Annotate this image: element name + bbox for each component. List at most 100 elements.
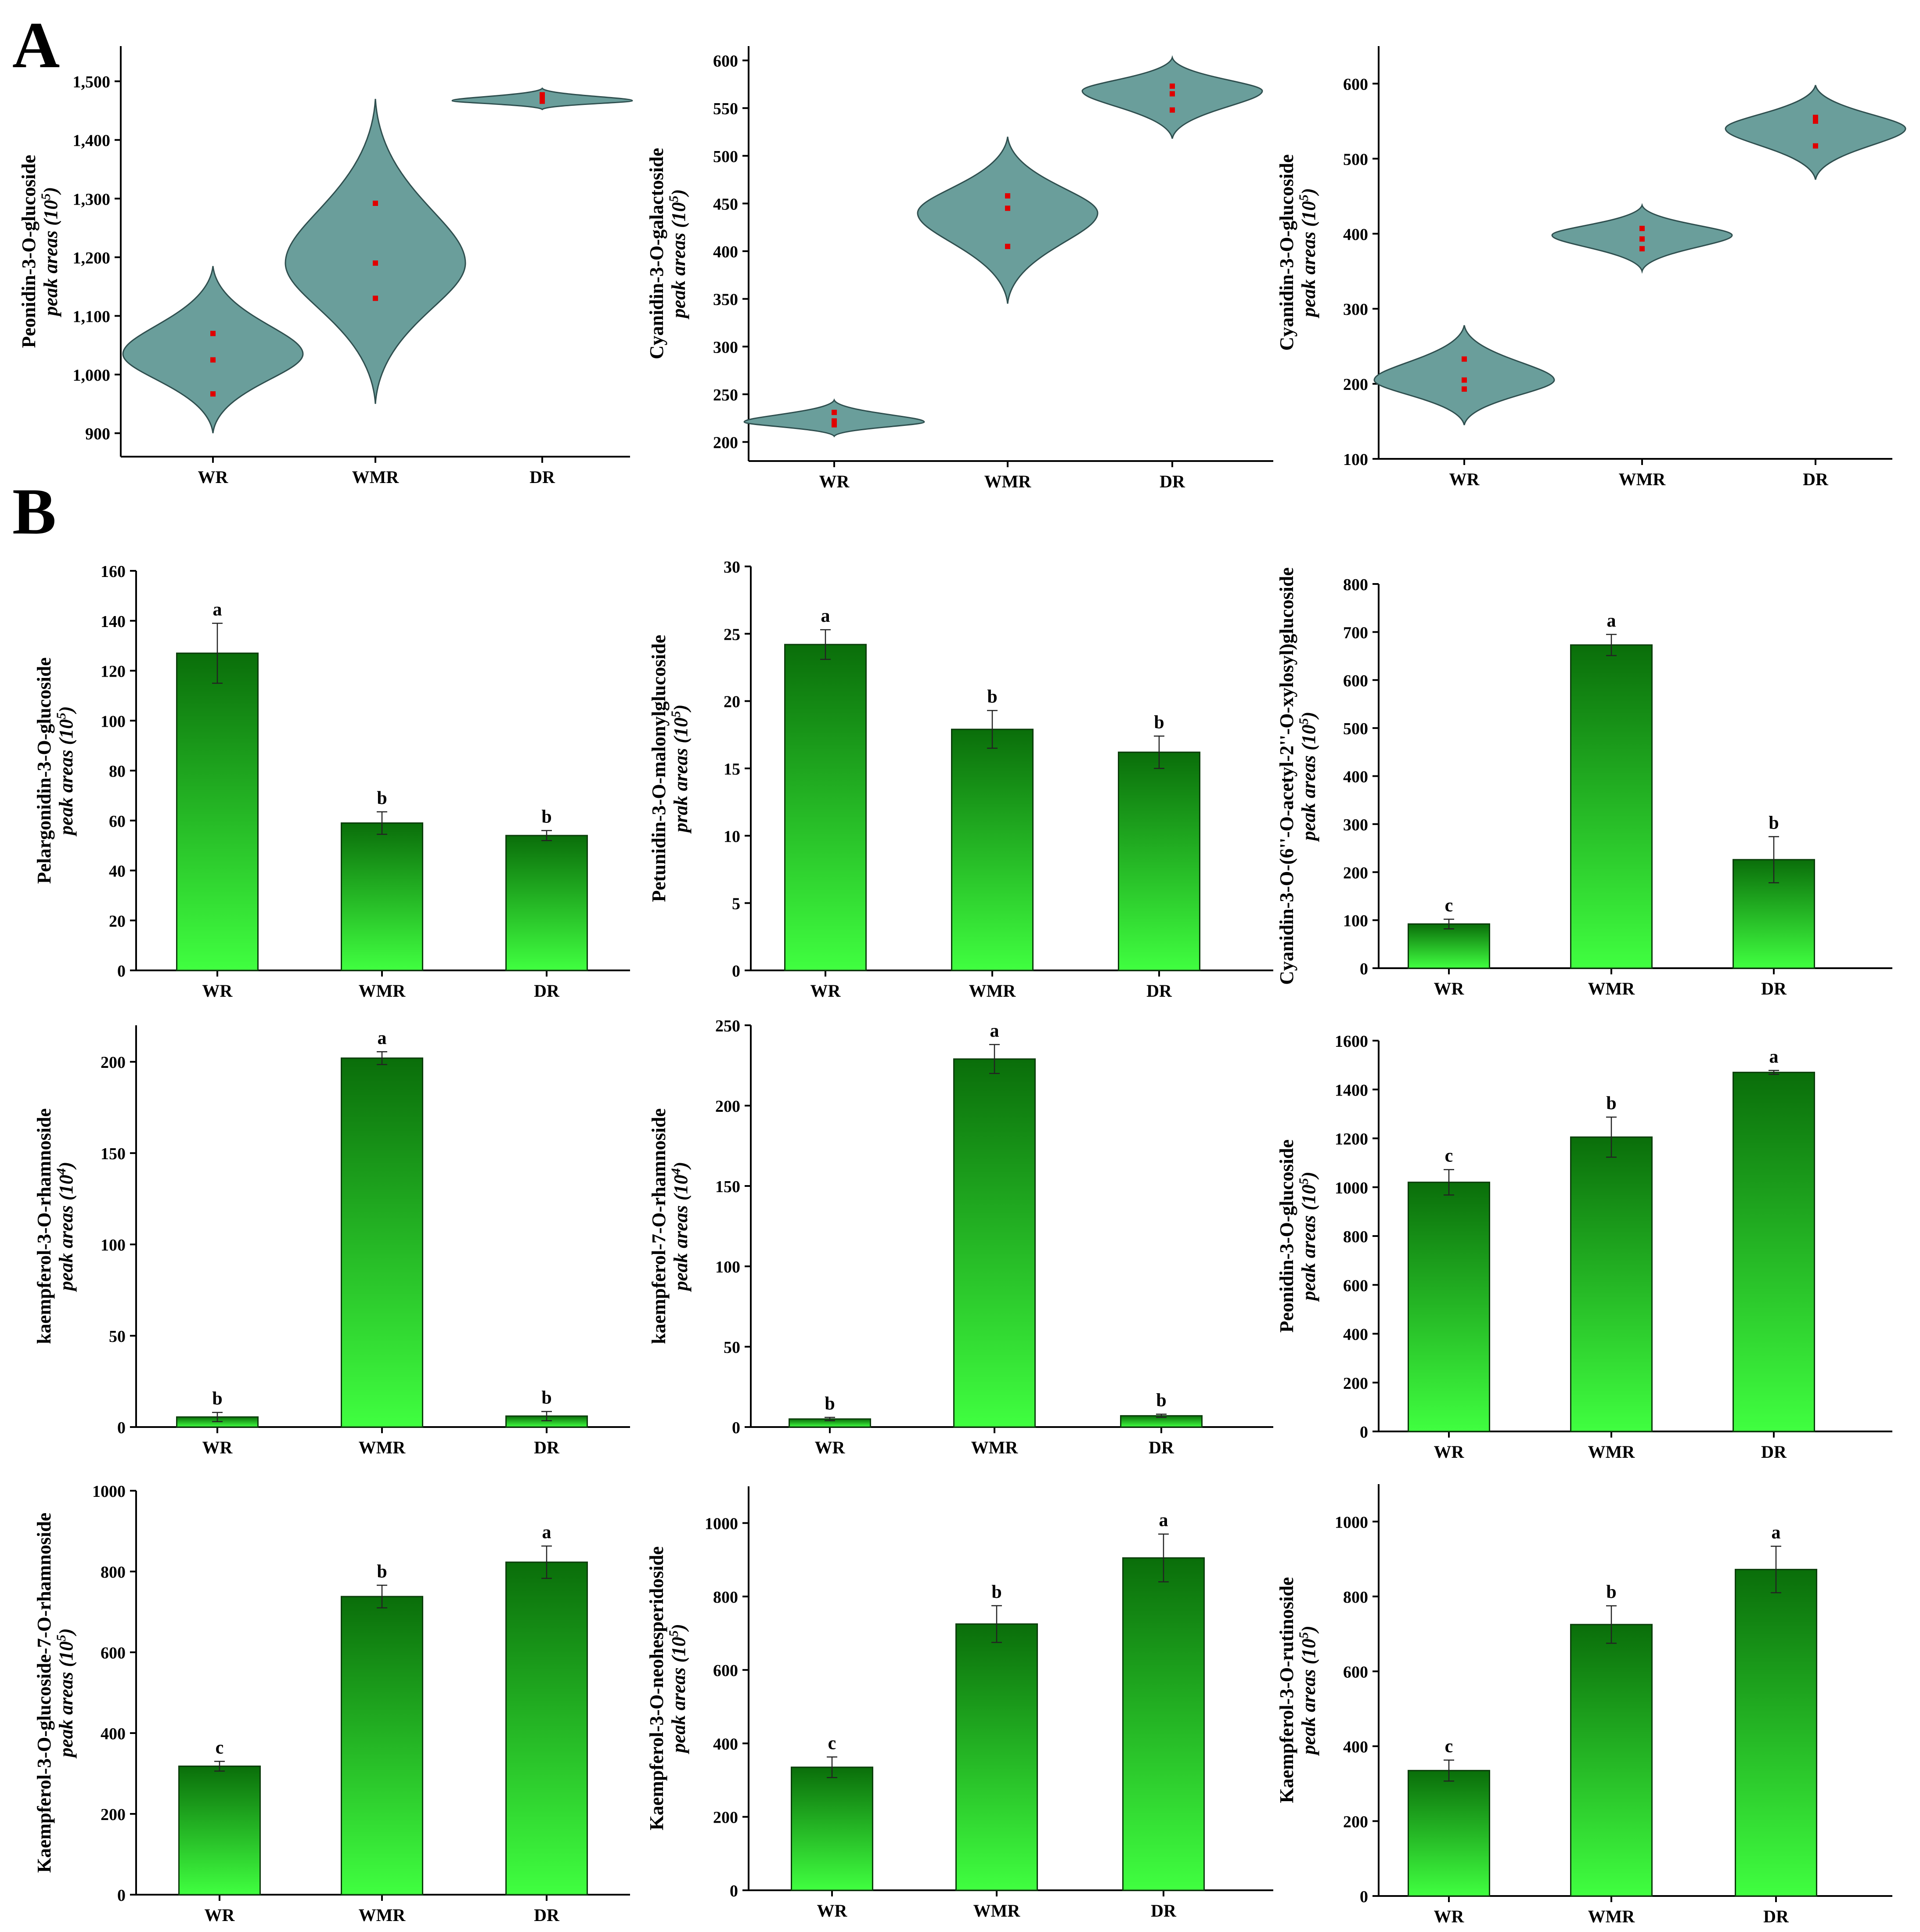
x-tick-label: WR — [1449, 469, 1480, 489]
y-tick-label: 100 — [101, 1236, 126, 1254]
significance-letter: b — [825, 1394, 835, 1414]
y-axis-unit: peak areas (10 — [670, 1175, 692, 1292]
y-axis-subtitle: peak areas (104) — [669, 1162, 692, 1293]
x-tick-label: DR — [1803, 469, 1829, 489]
y-tick-label: 100 — [1343, 912, 1368, 930]
x-tick-label: WR — [205, 1905, 235, 1925]
data-point — [1170, 107, 1175, 113]
y-tick-label: 15 — [724, 760, 740, 779]
y-axis-paren: ) — [668, 189, 689, 198]
bar-WMR — [341, 1057, 423, 1428]
y-axis-exponent: 5 — [39, 193, 53, 200]
chart-2: 200 250 300 350 400 450 500 550 600 WR WMR DR Cyanid… — [646, 46, 1273, 491]
y-axis-unit: peak areas (10 — [40, 200, 61, 317]
y-tick-label: 1,300 — [73, 190, 111, 209]
chart-11: 0 200 400 600 800 1000 WR WMR DR Kaempferol-3-O-n… — [646, 1486, 1273, 1921]
y-tick-label: 600 — [713, 52, 738, 71]
y-tick-label: 25 — [724, 625, 740, 644]
significance-letter: a — [821, 606, 830, 626]
y-tick-label: 1,000 — [73, 366, 111, 385]
y-axis-title: Kaempferol-3-O-neohesperidoside — [646, 1546, 667, 1831]
data-point — [373, 200, 378, 206]
x-tick-label: DR — [1151, 1901, 1177, 1921]
y-tick-label: 100 — [101, 712, 126, 731]
y-axis-subtitle: peak areas (105) — [54, 706, 77, 837]
data-point — [210, 391, 216, 397]
x-tick-label: DR — [1149, 1438, 1174, 1457]
y-axis-exponent: 5 — [1297, 195, 1311, 201]
x-tick-label: WR — [198, 467, 229, 487]
y-axis-title: Cyanidin-3-O-galactoside — [646, 148, 667, 360]
y-axis-unit: peak areas (10 — [55, 1641, 77, 1759]
x-tick-label: DR — [534, 1905, 560, 1925]
y-tick-label: 600 — [1343, 75, 1368, 94]
significance-letter: b — [991, 1582, 1001, 1602]
violin-WR — [1373, 325, 1555, 425]
y-axis-title: Petunidin-3-O-malonylglucoside — [648, 635, 670, 902]
x-tick-label: DR — [534, 1438, 560, 1457]
y-tick-label: 1200 — [1335, 1130, 1368, 1149]
y-tick-label: 0 — [117, 1886, 126, 1905]
y-tick-label: 500 — [1343, 150, 1368, 169]
bar-WMR — [1570, 1136, 1653, 1432]
x-tick-label: WMR — [1619, 469, 1666, 489]
y-tick-label: 800 — [1343, 1228, 1368, 1246]
bar-DR — [1733, 1071, 1815, 1432]
y-axis-subtitle: peak areas (104) — [54, 1162, 77, 1293]
data-point — [373, 260, 378, 266]
y-tick-label: 0 — [1360, 960, 1368, 978]
y-tick-label: 200 — [713, 434, 738, 452]
chart-4: 0 20 40 60 80 100 120 140 160 WR WMR DR Pelargonidin… — [33, 562, 630, 1001]
y-axis-unit: peak areas (10 — [668, 202, 689, 320]
bar-WMR — [341, 822, 423, 971]
x-tick-label: WMR — [359, 981, 406, 1001]
x-tick-label: WMR — [1588, 979, 1635, 998]
bar-WR — [178, 1765, 261, 1896]
chart-12: 0 200 400 600 800 1000 WR WMR DR Kaempferol-3-O-r… — [1276, 1484, 1892, 1926]
data-point — [1462, 386, 1467, 392]
data-point — [832, 422, 837, 428]
data-point — [1005, 205, 1010, 211]
bar-WR — [1408, 1182, 1490, 1432]
y-axis-paren: ) — [1298, 1171, 1319, 1180]
data-point — [1639, 226, 1645, 231]
y-axis-paren: ) — [1298, 188, 1319, 196]
y-axis-paren: ) — [55, 706, 77, 714]
significance-letter: a — [542, 1522, 551, 1543]
x-tick-label: WMR — [352, 467, 400, 487]
y-tick-label: 10 — [724, 827, 740, 846]
y-tick-label: 400 — [1343, 225, 1368, 244]
significance-letter: b — [1606, 1582, 1616, 1602]
y-tick-label: 300 — [1343, 816, 1368, 834]
significance-letter: a — [213, 599, 222, 620]
y-axis-exponent: 5 — [669, 711, 683, 717]
y-tick-label: 1600 — [1335, 1032, 1368, 1051]
x-tick-label: DR — [1160, 472, 1185, 491]
y-tick-label: 800 — [1343, 1588, 1368, 1607]
bar-WMR — [951, 728, 1034, 971]
bar-WMR — [1570, 1624, 1653, 1897]
significance-letter: b — [377, 1561, 387, 1582]
data-point — [1005, 244, 1010, 249]
y-tick-label: 1,200 — [73, 249, 111, 267]
panel-label-b: B — [12, 475, 57, 548]
y-tick-label: 0 — [732, 962, 740, 980]
significance-letter: a — [1159, 1510, 1168, 1531]
bar-WMR — [1570, 644, 1653, 969]
x-tick-label: WMR — [971, 1438, 1019, 1457]
significance-letter: b — [377, 788, 387, 808]
y-tick-label: 200 — [1343, 1374, 1368, 1393]
y-axis-unit: peak areas (10 — [55, 719, 77, 837]
x-tick-label: WMR — [359, 1438, 406, 1457]
y-tick-label: 1000 — [705, 1515, 738, 1533]
significance-letter: b — [1606, 1093, 1616, 1114]
y-tick-label: 0 — [1360, 1423, 1368, 1442]
y-tick-label: 1400 — [1335, 1081, 1368, 1099]
violin-WR — [122, 266, 304, 433]
y-axis-exponent: 5 — [666, 195, 681, 202]
significance-letter: b — [987, 687, 997, 707]
chart-3: 100 200 300 400 500 600 WR WMR DR Cyanidin-3-O-gl… — [1276, 46, 1906, 489]
bar-DR — [505, 835, 588, 971]
y-tick-label: 5 — [732, 895, 740, 913]
y-tick-label: 150 — [715, 1178, 740, 1196]
